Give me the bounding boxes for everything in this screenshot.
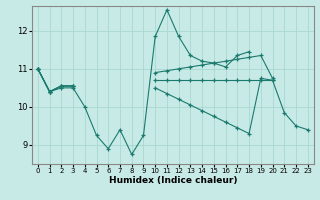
X-axis label: Humidex (Indice chaleur): Humidex (Indice chaleur) [108,176,237,185]
